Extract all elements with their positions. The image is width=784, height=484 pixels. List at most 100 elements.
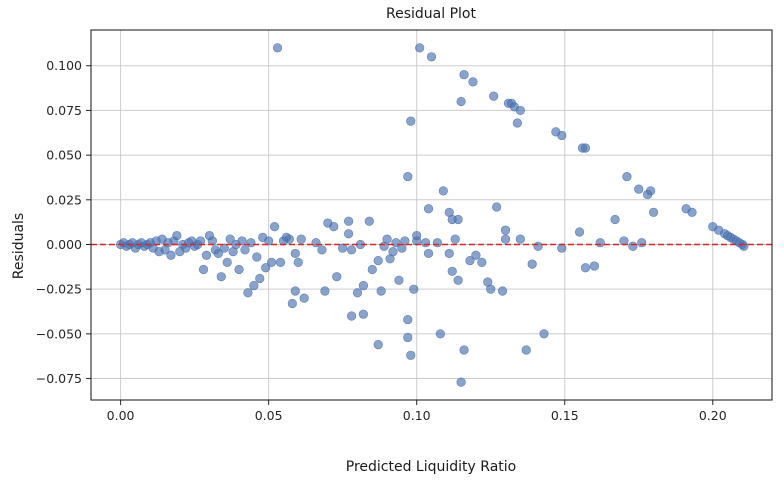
data-point <box>406 116 416 126</box>
data-point <box>403 332 413 343</box>
data-point <box>739 241 749 251</box>
data-point <box>293 257 303 267</box>
data-point <box>409 284 419 294</box>
data-point <box>338 243 348 253</box>
data-point <box>346 311 357 321</box>
data-point <box>172 230 182 241</box>
data-point <box>252 252 262 262</box>
data-point <box>332 272 342 282</box>
data-point <box>240 245 250 255</box>
data-point <box>222 257 232 267</box>
data-point <box>521 345 531 355</box>
data-point <box>234 264 244 275</box>
data-point <box>287 298 297 309</box>
data-point <box>352 288 363 298</box>
data-point <box>634 184 644 194</box>
data-point <box>580 263 591 273</box>
data-point <box>687 207 697 217</box>
data-point <box>255 273 265 284</box>
data-point <box>406 350 416 360</box>
scatter-points <box>116 43 749 387</box>
data-point <box>376 286 386 296</box>
data-point <box>415 43 425 53</box>
data-point <box>246 238 256 248</box>
data-point <box>420 238 431 248</box>
data-point <box>346 245 357 255</box>
data-point <box>580 143 591 153</box>
data-point <box>388 247 398 257</box>
data-point <box>628 241 638 251</box>
data-point <box>311 238 321 248</box>
data-point <box>447 266 457 276</box>
data-point <box>426 52 437 62</box>
data-point <box>249 281 259 291</box>
data-point <box>267 257 277 267</box>
y-tick-label: 0.100 <box>46 58 82 73</box>
y-tick-label: −0.050 <box>36 326 82 341</box>
data-point <box>595 238 605 248</box>
data-point <box>423 204 434 214</box>
data-point <box>539 329 549 339</box>
data-point <box>465 255 475 266</box>
x-axis-label: Predicted Liquidity Ratio <box>346 459 516 475</box>
data-point <box>574 227 585 237</box>
data-point <box>459 70 469 80</box>
data-point <box>225 234 235 244</box>
data-point <box>317 245 327 255</box>
data-point <box>450 234 460 244</box>
data-point <box>557 130 567 141</box>
data-point <box>299 293 309 303</box>
data-point <box>329 222 339 232</box>
data-point <box>198 264 209 275</box>
plot-frame <box>90 29 773 401</box>
data-point <box>269 222 280 232</box>
data-point <box>166 250 176 260</box>
data-point <box>438 186 448 196</box>
data-point <box>500 225 511 235</box>
data-point <box>468 77 478 87</box>
data-point <box>444 248 454 259</box>
data-point <box>358 309 369 319</box>
y-tick-label: −0.075 <box>36 371 82 386</box>
data-point <box>290 248 300 259</box>
y-tick-label: 0.050 <box>46 148 82 163</box>
data-point <box>344 216 354 226</box>
data-point <box>453 275 463 285</box>
data-point <box>367 264 377 275</box>
data-point <box>216 272 226 282</box>
x-tick-label: 0.15 <box>551 408 579 423</box>
data-point <box>477 257 487 267</box>
x-tick-label: 0.05 <box>255 408 283 423</box>
data-point <box>471 250 481 260</box>
data-point <box>403 314 413 325</box>
data-point <box>373 339 383 350</box>
data-point <box>275 257 286 267</box>
data-point <box>497 286 508 296</box>
data-point <box>358 281 369 291</box>
data-point <box>364 216 374 226</box>
data-point <box>486 284 496 294</box>
x-tick-label: 0.20 <box>699 408 727 423</box>
data-point <box>423 248 434 259</box>
data-point <box>344 229 354 239</box>
data-point <box>400 236 410 246</box>
data-point <box>500 234 511 244</box>
data-point <box>645 186 656 196</box>
data-point <box>320 286 330 296</box>
y-tick-label: 0.000 <box>46 237 82 252</box>
data-point <box>456 377 466 387</box>
data-point <box>589 261 599 271</box>
data-point <box>382 234 392 244</box>
data-point <box>610 214 620 225</box>
grid <box>91 30 772 400</box>
data-point <box>219 243 229 253</box>
y-tick-label: 0.025 <box>46 192 82 207</box>
data-point <box>648 207 659 217</box>
data-point <box>201 250 212 260</box>
data-point <box>373 255 383 266</box>
data-point <box>284 234 294 244</box>
data-point <box>515 105 525 116</box>
y-tick-label: 0.075 <box>46 103 82 118</box>
axis-ticks: 0.00 0.05 0.10 0.15 0.20 −0.075 −0.050 −0.025 0.… <box>36 58 727 423</box>
